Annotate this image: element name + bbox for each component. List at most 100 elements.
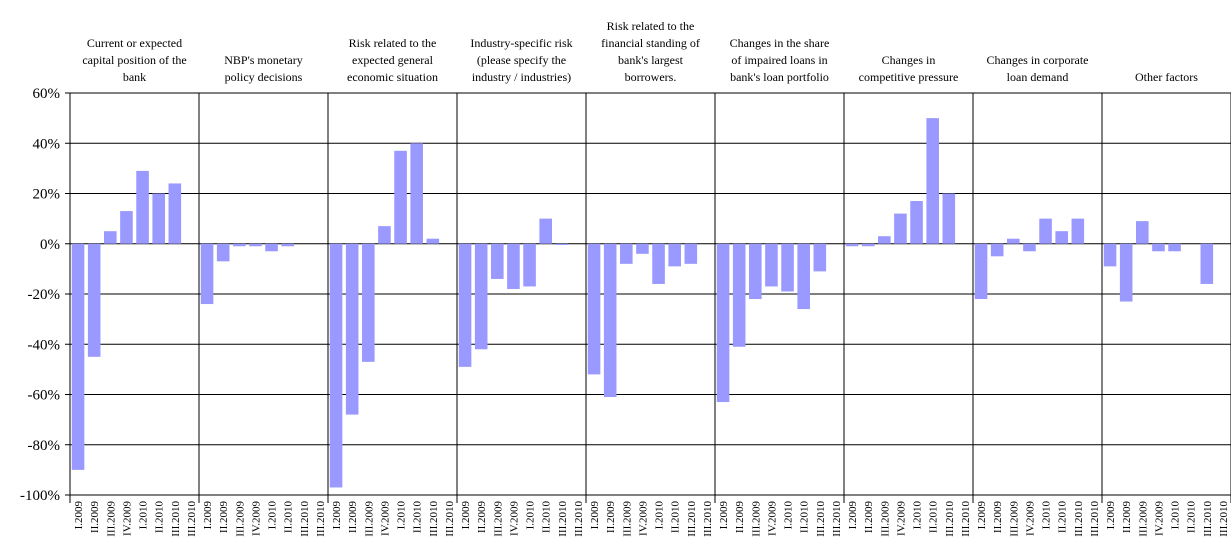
group-header-line: of impaired loans in bbox=[731, 53, 827, 67]
bar bbox=[1103, 243, 1117, 267]
group-header-line: industry / industries) bbox=[472, 70, 571, 84]
x-tick-label: IV.2009 bbox=[1153, 501, 1165, 536]
y-tick-label: -20% bbox=[28, 287, 61, 303]
x-tick-label: II.2009 bbox=[218, 501, 230, 534]
bar bbox=[136, 170, 149, 244]
x-tick-label: III.2010 bbox=[686, 501, 698, 537]
bar bbox=[894, 213, 907, 244]
group-header: Other factors bbox=[1135, 70, 1198, 84]
x-tick-label: III.2009 bbox=[234, 501, 246, 537]
x-tick-label: IV.2009 bbox=[250, 501, 262, 536]
bar bbox=[168, 183, 182, 244]
bars bbox=[71, 118, 1214, 488]
bar bbox=[152, 193, 165, 244]
bar bbox=[329, 243, 343, 488]
group-header-line: expected general bbox=[352, 53, 434, 67]
y-tick-label: -80% bbox=[28, 438, 61, 454]
x-tick-label: III.2010 bbox=[170, 501, 182, 537]
x-tick-label: III.2010 bbox=[444, 501, 456, 537]
bar bbox=[200, 243, 214, 305]
x-tick-label: III.2010 bbox=[960, 501, 972, 537]
x-tick-label: IV.2009 bbox=[508, 501, 520, 536]
x-tick-label: III.2010 bbox=[428, 501, 440, 537]
x-tick-label: I.2009 bbox=[976, 501, 988, 530]
bar bbox=[765, 243, 778, 287]
group-header: Changes in the share of impaired loans in… bbox=[730, 36, 830, 84]
x-tick-label: III.2010 bbox=[944, 501, 956, 537]
bar bbox=[523, 243, 536, 287]
bar bbox=[1055, 231, 1068, 244]
bar bbox=[1039, 218, 1052, 244]
bar bbox=[990, 243, 1004, 257]
x-tick-label: II.2009 bbox=[734, 501, 746, 534]
y-axis-tick-labels: 60% 40% 20% 0% -20% -40% -60% -80% -100% bbox=[20, 86, 60, 504]
y-tick-label: 40% bbox=[33, 136, 61, 152]
x-tick-label: II.2010 bbox=[541, 501, 553, 534]
x-tick-label: I.2010 bbox=[525, 501, 537, 530]
group-header-line: Other factors bbox=[1135, 70, 1198, 84]
x-tick-label: II.2010 bbox=[1057, 501, 1069, 534]
bar bbox=[345, 243, 359, 415]
x-tick-label: I.2009 bbox=[202, 501, 214, 530]
x-tick-label: II.2010 bbox=[283, 501, 295, 534]
x-tick-label: III.2010 bbox=[815, 501, 827, 537]
x-tick-label: I.2010 bbox=[654, 501, 666, 530]
x-axis-tick-labels: I.2009 II.2009 III.2009 IV.2009 I.2010 II.201… bbox=[73, 501, 1230, 537]
bar bbox=[1023, 243, 1036, 252]
x-tick-label: III.2010 bbox=[573, 501, 585, 537]
bar bbox=[797, 243, 810, 310]
group-header: Changes in competitive pressure bbox=[859, 53, 959, 84]
x-tick-label: I.2010 bbox=[138, 501, 150, 530]
x-tick-label: II.2009 bbox=[1121, 501, 1133, 534]
group-header-line: Risk related to the bbox=[349, 36, 437, 50]
bar bbox=[587, 243, 601, 375]
x-tick-label: II.2010 bbox=[670, 501, 682, 534]
bar bbox=[910, 201, 923, 244]
bar bbox=[394, 150, 407, 244]
bar bbox=[845, 243, 859, 247]
bar bbox=[458, 243, 472, 367]
x-tick-label: II.2010 bbox=[799, 501, 811, 534]
bar bbox=[410, 143, 423, 244]
bar bbox=[781, 243, 794, 292]
group-header-line: economic situation bbox=[347, 70, 438, 84]
group-header-line: competitive pressure bbox=[859, 70, 959, 84]
bar bbox=[942, 193, 956, 244]
bar bbox=[861, 243, 875, 247]
x-tick-label: II.2010 bbox=[412, 501, 424, 534]
group-header: Industry-specific risk (please specify th… bbox=[470, 36, 572, 84]
bar bbox=[974, 243, 988, 300]
bar bbox=[491, 243, 504, 279]
bar bbox=[926, 118, 939, 244]
group-headers: Current or expected capital position of t… bbox=[82, 19, 1198, 84]
bar bbox=[636, 243, 649, 254]
bar bbox=[507, 243, 520, 289]
x-tick-label: I.2009 bbox=[847, 501, 859, 530]
group-header-line: financial standing of bbox=[601, 36, 700, 50]
bar bbox=[426, 238, 440, 244]
x-tick-label: III.2010 bbox=[557, 501, 569, 537]
group-header-line: policy decisions bbox=[225, 70, 303, 84]
x-tick-label: I.2009 bbox=[331, 501, 343, 530]
y-tick-label: -60% bbox=[28, 388, 61, 404]
bar bbox=[1152, 243, 1165, 252]
group-header: Current or expected capital position of t… bbox=[82, 36, 186, 84]
x-tick-label: III.2010 bbox=[186, 501, 198, 537]
x-tick-label: III.2009 bbox=[621, 501, 633, 537]
bar bbox=[265, 243, 278, 252]
x-tick-label: III.2010 bbox=[299, 501, 311, 537]
x-tick-label: I.2009 bbox=[1105, 501, 1117, 530]
x-tick-label: III.2010 bbox=[315, 501, 327, 537]
x-tick-label: I.2010 bbox=[1041, 501, 1053, 530]
x-tick-label: I.2010 bbox=[396, 501, 408, 530]
x-tick-label: I.2010 bbox=[912, 501, 924, 530]
y-tick-label: 0% bbox=[40, 237, 60, 253]
x-tick-label: III.2010 bbox=[1218, 501, 1230, 537]
y-tick-label: 20% bbox=[33, 187, 61, 203]
x-tick-label: III.2010 bbox=[1089, 501, 1101, 537]
bar bbox=[233, 243, 246, 247]
x-tick-label: II.2009 bbox=[605, 501, 617, 534]
gridlines bbox=[65, 92, 1231, 496]
